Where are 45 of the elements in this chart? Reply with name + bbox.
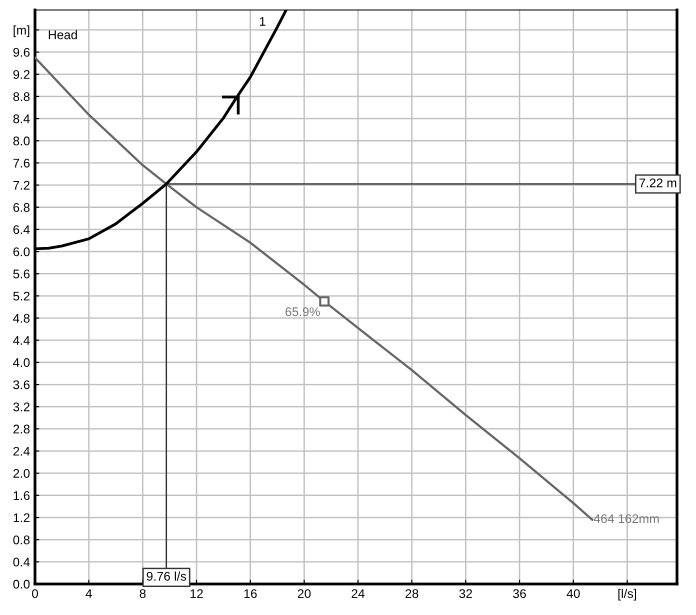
y-tick-label: 1.2 [14, 513, 30, 522]
y-tick-label: 8.4 [13, 114, 30, 124]
y-tick-label: 2.8 [13, 424, 30, 434]
y-tick-label: 1.6 [14, 491, 30, 500]
x-tick-label: 20 [298, 589, 311, 598]
y-tick-label: 9.6 [13, 48, 30, 57]
y-tick-label: 2.0 [13, 468, 30, 478]
y-tick-label: 9.2 [13, 70, 30, 79]
x-tick-label: 36 [513, 589, 526, 598]
y-tick-label: 0.8 [13, 535, 30, 544]
x-tick-label: 32 [459, 589, 472, 598]
y-tick-label: 6.0 [13, 247, 30, 256]
y-tick-label: 4.8 [13, 314, 30, 323]
y-tick-label: 0.4 [13, 558, 30, 566]
x-tick-label: 8 [140, 589, 146, 598]
annotation: Head [48, 30, 77, 40]
y-tick-label: 0.0 [13, 580, 30, 589]
series-label: 464 162mm [594, 514, 659, 524]
y-tick-label: 8.0 [13, 136, 30, 146]
y-tick-label: 7.6 [13, 158, 30, 168]
y-tick-label: 2.4 [13, 446, 30, 456]
x-tick-label: 4 [86, 589, 92, 598]
y-tick-label: 8.8 [13, 92, 30, 102]
y-tick-label: 4.0 [13, 358, 30, 368]
y-tick-label: 5.2 [13, 292, 30, 301]
x-tick-label: 12 [190, 589, 203, 598]
y-tick-label: 3.6 [13, 380, 30, 390]
y-tick-label: 7.2 [13, 180, 30, 190]
y-tick-label: 6.4 [13, 225, 30, 234]
x-tick-label: [l/s] [618, 588, 636, 601]
ref-line-label: 9.76 l/s [146, 572, 186, 581]
line-series [35, 56, 594, 521]
x-tick-label: 40 [566, 589, 580, 598]
y-tick-label: 3.2 [13, 402, 30, 412]
y-tick-label: 6.8 [13, 203, 30, 212]
y-tick-label: [m] [14, 25, 30, 38]
annotation: 65.9% [286, 307, 320, 316]
y-tick-label: 4.4 [13, 336, 30, 345]
series-label: 1 [260, 17, 266, 26]
ref-line-label: 7.22 m [639, 178, 676, 188]
y-tick-label: 5.6 [13, 270, 30, 278]
x-tick-label: 0 [32, 589, 38, 598]
x-tick-label: 28 [406, 589, 418, 598]
x-tick-label: 24 [352, 589, 365, 598]
x-tick-label: 16 [244, 589, 257, 598]
